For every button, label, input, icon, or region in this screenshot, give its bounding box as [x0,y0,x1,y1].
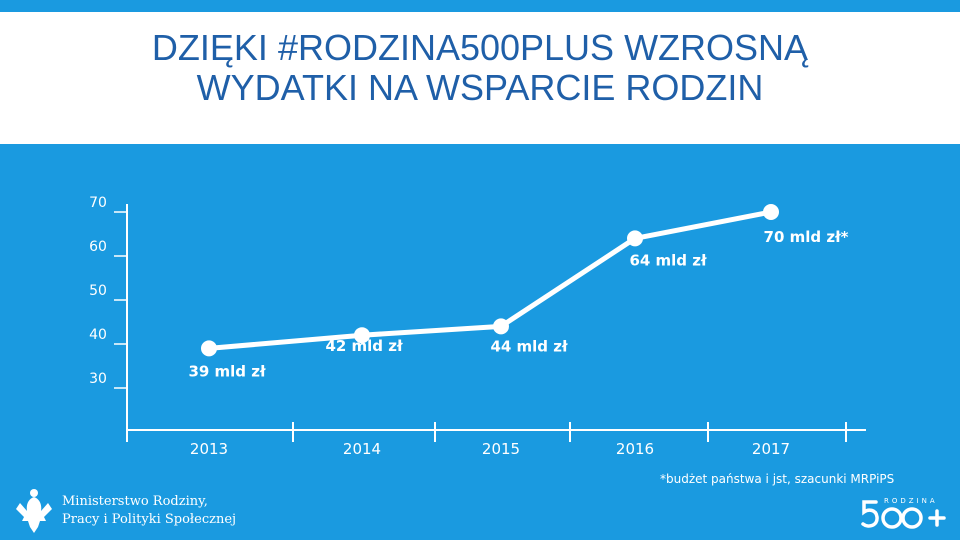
data-label: 64 mld zł [629,251,707,269]
line-chart: 30 40 50 60 70 2013 2014 2015 2016 2017 39 mld zł 4… [89,195,866,458]
x-tick-label: 2015 [482,440,520,458]
title-line-1: DZIĘKI #RODZINA500PLUS WZROSNĄ [151,27,809,68]
top-accent-bar [0,0,960,12]
x-tick-label: 2014 [343,440,381,458]
data-label: 39 mld zł [188,362,266,380]
data-point [354,327,370,344]
x-tick-label: 2016 [616,440,654,458]
x-tick-label: 2013 [190,440,228,458]
title-area [0,12,960,144]
rodzina-500-plus-logo [861,500,946,529]
y-tick-label: 60 [89,239,107,255]
data-label: 42 mld zł [325,337,403,355]
footnote: *budżet państwa i jst, szacunki MRPiPS [660,472,895,486]
logo-word: RODZINA [884,497,938,505]
title-line-2: WYDATKI NA WSPARCIE RODZIN [196,67,764,108]
x-tick-label: 2017 [752,440,790,458]
data-point [627,230,643,247]
data-label: 70 mld zł* [764,228,849,246]
ministry-name-line-2: Pracy i Polityki Społecznej [62,512,237,527]
y-tick-label: 30 [89,371,107,387]
data-point [493,318,509,335]
y-tick-label: 40 [89,327,107,343]
page-title: DZIĘKI #RODZINA500PLUS WZROSNĄ WYDATKI N… [0,28,960,108]
ministry-logo: Ministerstwo Rodziny, Pracy i Polityki S… [14,486,236,536]
data-point [201,340,217,357]
series-line [206,209,774,351]
ministry-name-line-1: Ministerstwo Rodziny, [62,494,208,509]
data-label: 44 mld zł [490,337,568,355]
y-tick-label: 50 [89,283,107,299]
data-point [763,204,779,220]
chart-area: 30 40 50 60 70 2013 2014 2015 2016 2017 39 mld zł 4… [0,144,960,540]
y-tick-label: 70 [89,195,107,211]
eagle-emblem-icon [16,489,52,533]
